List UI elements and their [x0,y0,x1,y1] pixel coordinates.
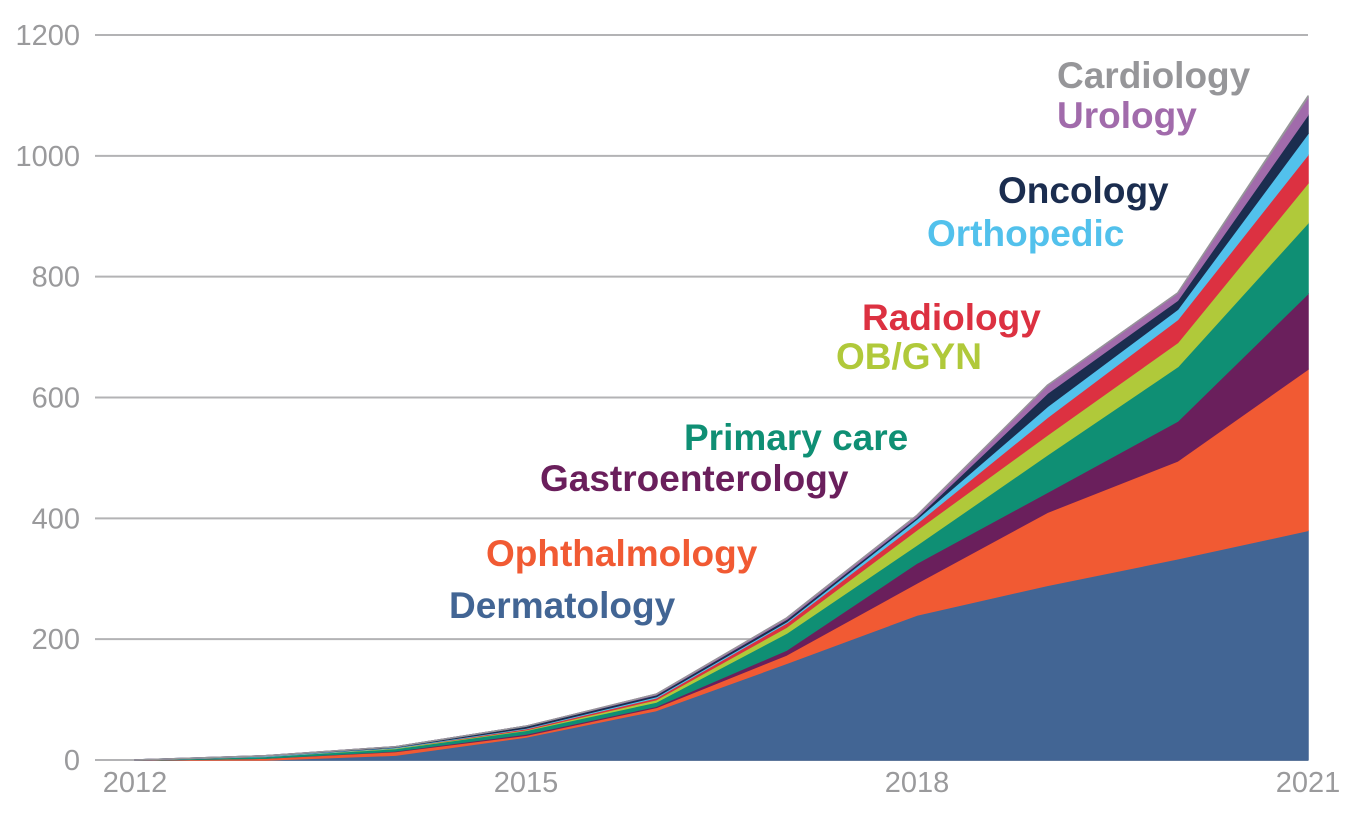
y-tick-label: 0 [64,745,80,777]
x-tick-label: 2012 [103,767,168,799]
label-cardiology: Cardiology [1057,55,1251,96]
y-tick-label: 1200 [15,20,80,52]
label-gastroenterology: Gastroenterology [540,458,849,499]
x-tick-label: 2021 [1276,767,1341,799]
x-tick-label: 2015 [494,767,559,799]
label-radiology: Radiology [862,297,1041,338]
x-tick-label: 2018 [885,767,950,799]
label-ophthalmology: Ophthalmology [486,533,758,574]
y-axis-ticks: 0 200 400 600 800 1000 1200 [15,20,80,777]
y-tick-label: 400 [32,503,80,535]
y-tick-label: 600 [32,383,80,415]
label-oncology: Oncology [998,170,1169,211]
area-cardiology [134,95,1309,761]
gridlines [95,34,1308,761]
label-urology: Urology [1057,95,1197,136]
label-ob-gyn: OB/GYN [836,336,982,377]
y-tick-label: 200 [32,624,80,656]
label-dermatology: Dermatology [449,585,676,626]
y-tick-label: 1000 [15,141,80,173]
series-labels: Dermatology Ophthalmology Gastroenterology… [449,55,1251,626]
y-tick-label: 800 [32,262,80,294]
label-orthopedic: Orthopedic [927,213,1124,254]
x-axis-ticks: 2012 2015 2018 2021 [103,767,1341,799]
area-series [134,95,1309,761]
label-primary-care: Primary care [684,417,908,458]
